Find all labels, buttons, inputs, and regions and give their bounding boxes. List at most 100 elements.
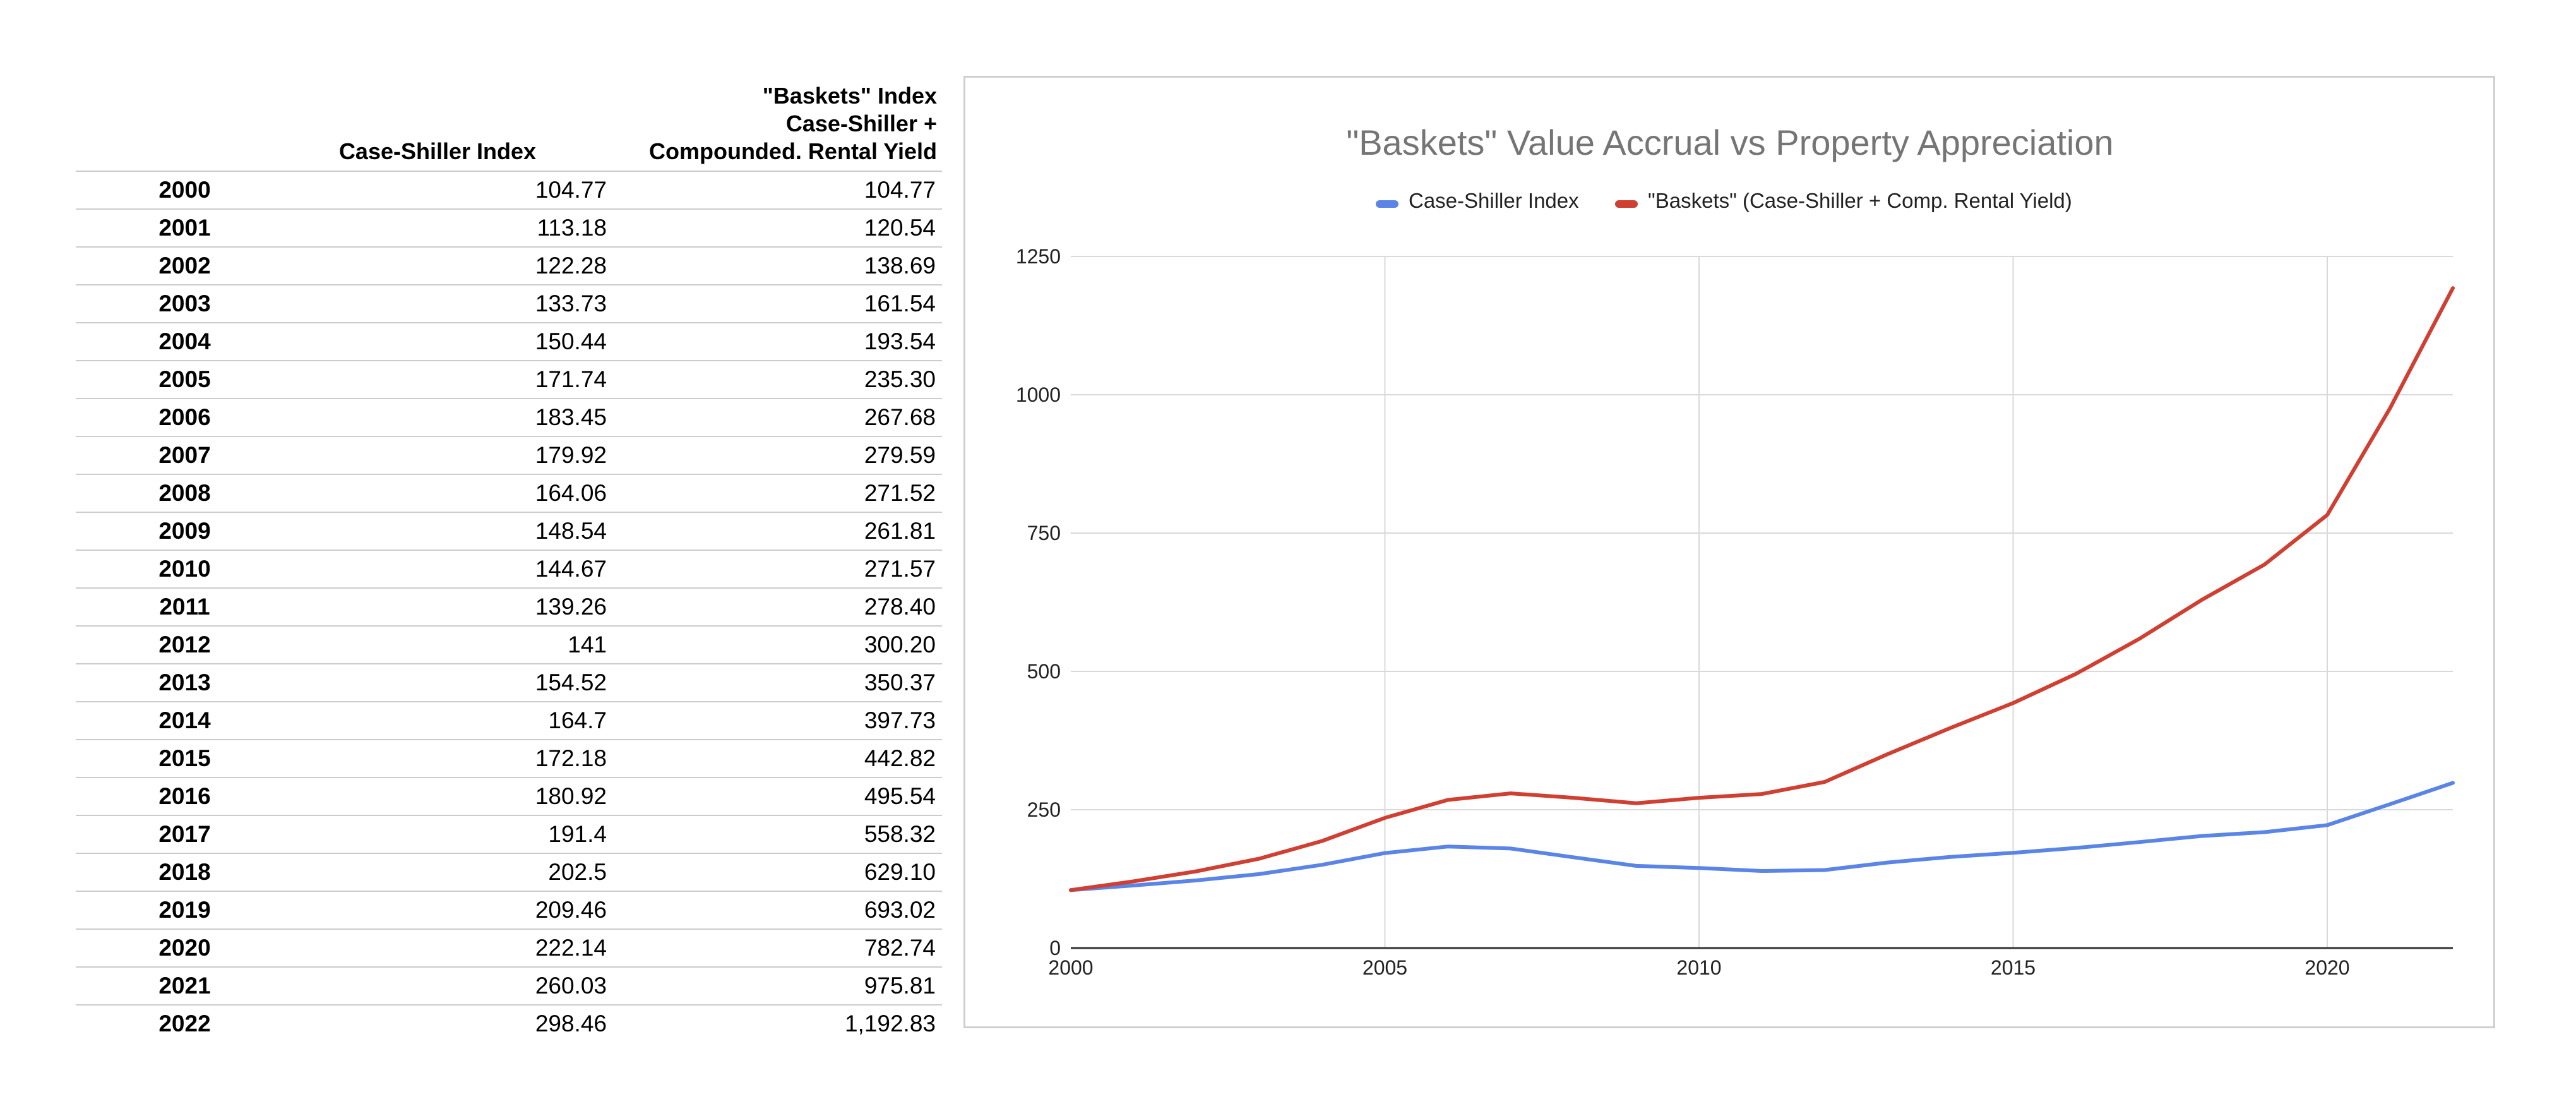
chart-axes: 0 250 500 750 1000 1250 2000 2005 2010 2015 2020 xyxy=(1016,245,2453,979)
table-cell-year: 2009 xyxy=(76,512,262,550)
table-cell-baskets: 104.77 xyxy=(613,171,942,209)
table-row: 2022 298.46 1,192.83 xyxy=(76,1004,942,1042)
table-cell-year: 2019 xyxy=(76,891,262,929)
table-row: 2007 179.92 279.59 xyxy=(76,436,942,474)
table-cell-baskets: 975.81 xyxy=(613,966,942,1005)
table-cell-year: 2008 xyxy=(76,474,262,512)
table-cell-case-shiller: 104.77 xyxy=(262,171,613,209)
table-cell-baskets: 161.54 xyxy=(613,284,942,323)
table-cell-baskets: 271.52 xyxy=(613,474,942,512)
x-tick-label: 2005 xyxy=(1363,956,1407,979)
table-row: 2010 144.67 271.57 xyxy=(76,550,942,588)
y-tick-label: 1000 xyxy=(1016,383,1061,406)
table-row: 2008 164.06 271.52 xyxy=(76,474,942,512)
table-cell-case-shiller: 171.74 xyxy=(262,360,613,399)
table-row: 2011 139.26 278.40 xyxy=(76,587,942,626)
table-row: 2017 191.4 558.32 xyxy=(76,815,942,853)
table-row: 2009 148.54 261.81 xyxy=(76,512,942,550)
header-case-shiller: Case-Shiller Index xyxy=(338,138,537,164)
table-cell-year: 2012 xyxy=(76,625,262,664)
table-cell-case-shiller: 222.14 xyxy=(262,928,613,967)
y-tick-label: 1250 xyxy=(1016,245,1061,268)
table-row: 2002 122.28 138.69 xyxy=(76,246,942,285)
table-cell-year: 2000 xyxy=(76,171,262,209)
table-cell-case-shiller: 164.06 xyxy=(262,474,613,512)
table-cell-year: 2022 xyxy=(76,1004,262,1042)
table-cell-baskets: 278.40 xyxy=(613,587,942,626)
table-row: 2013 154.52 350.37 xyxy=(76,663,942,702)
table-cell-year: 2005 xyxy=(76,360,262,399)
table-cell-baskets: 279.59 xyxy=(613,436,942,474)
series-line-1 xyxy=(1069,286,2455,892)
table-cell-baskets: 300.20 xyxy=(613,625,942,664)
table-cell-case-shiller: 180.92 xyxy=(262,777,613,815)
table-row: 2004 150.44 193.54 xyxy=(76,322,942,361)
header-year xyxy=(76,82,262,171)
legend-swatch xyxy=(1376,200,1398,208)
table-cell-year: 2021 xyxy=(76,966,262,1005)
table-cell-year: 2006 xyxy=(76,398,262,436)
table-cell-case-shiller: 144.67 xyxy=(262,550,613,588)
table-cell-baskets: 442.82 xyxy=(613,739,942,778)
table-cell-case-shiller: 113.18 xyxy=(262,208,613,247)
x-tick-label: 2010 xyxy=(1676,956,1721,979)
table-cell-year: 2016 xyxy=(76,777,262,815)
table-cell-baskets: 138.69 xyxy=(613,246,942,285)
table-cell-year: 2013 xyxy=(76,663,262,702)
header-baskets: "Baskets" Index Case-Shiller + Compounde… xyxy=(648,83,937,164)
chart-grid xyxy=(1071,256,2453,948)
table-cell-case-shiller: 139.26 xyxy=(262,587,613,626)
legend-label: "Baskets" (Case-Shiller + Comp. Rental Y… xyxy=(1648,189,2072,212)
table-cell-year: 2020 xyxy=(76,928,262,967)
table-row: 2018 202.5 629.10 xyxy=(76,853,942,891)
table-cell-case-shiller: 133.73 xyxy=(262,284,613,323)
series-line-0 xyxy=(1069,781,2455,892)
table-cell-case-shiller: 150.44 xyxy=(262,322,613,361)
table-cell-baskets: 235.30 xyxy=(613,360,942,399)
chart-title: "Baskets" Value Accrual vs Property Appr… xyxy=(1346,123,2113,162)
table-row: 2012 141 300.20 xyxy=(76,625,942,664)
table-cell-baskets: 629.10 xyxy=(613,853,942,891)
table-cell-baskets: 193.54 xyxy=(613,322,942,361)
table-cell-baskets: 271.57 xyxy=(613,550,942,588)
table-cell-case-shiller: 141 xyxy=(262,625,613,664)
table-row: 2015 172.18 442.82 xyxy=(76,739,942,778)
table-row: 2005 171.74 235.30 xyxy=(76,360,942,399)
table-cell-baskets: 693.02 xyxy=(613,891,942,929)
x-tick-label: 2015 xyxy=(1991,956,2036,979)
table-cell-year: 2001 xyxy=(76,208,262,247)
table-row: 2020 222.14 782.74 xyxy=(76,928,942,967)
table-cell-baskets: 1,192.83 xyxy=(613,1004,942,1042)
chart-panel: "Baskets" Value Accrual vs Property Appr… xyxy=(963,76,2495,1028)
x-tick-label: 2020 xyxy=(2305,956,2349,979)
table-cell-baskets: 267.68 xyxy=(613,398,942,436)
table-cell-case-shiller: 148.54 xyxy=(262,512,613,550)
table-cell-year: 2007 xyxy=(76,436,262,474)
table-cell-baskets: 261.81 xyxy=(613,512,942,550)
table-cell-year: 2017 xyxy=(76,815,262,853)
table-row: 2001 113.18 120.54 xyxy=(76,208,942,247)
y-tick-label: 750 xyxy=(1027,522,1061,544)
table-cell-case-shiller: 154.52 xyxy=(262,663,613,702)
table-row: 2000 104.77 104.77 xyxy=(76,171,942,209)
table-cell-case-shiller: 164.7 xyxy=(262,701,613,740)
x-tick-label: 2000 xyxy=(1048,956,1093,979)
table-cell-year: 2003 xyxy=(76,284,262,323)
table-cell-baskets: 782.74 xyxy=(613,928,942,967)
table-cell-case-shiller: 183.45 xyxy=(262,398,613,436)
chart-series xyxy=(1069,286,2455,892)
table-cell-baskets: 397.73 xyxy=(613,701,942,740)
y-tick-label: 250 xyxy=(1027,798,1061,821)
legend-label: Case-Shiller Index xyxy=(1409,189,1579,212)
table-cell-year: 2004 xyxy=(76,322,262,361)
table-cell-year: 2011 xyxy=(76,587,262,626)
y-tick-label: 500 xyxy=(1027,660,1061,683)
table-cell-year: 2014 xyxy=(76,701,262,740)
table-row: 2006 183.45 267.68 xyxy=(76,398,942,436)
table-cell-year: 2010 xyxy=(76,550,262,588)
table-cell-case-shiller: 209.46 xyxy=(262,891,613,929)
table-row: 2019 209.46 693.02 xyxy=(76,891,942,929)
table-header-row: Case-Shiller Index "Baskets" Index Case-… xyxy=(76,82,942,171)
table-cell-case-shiller: 298.46 xyxy=(262,1004,613,1042)
legend-swatch xyxy=(1615,200,1638,208)
